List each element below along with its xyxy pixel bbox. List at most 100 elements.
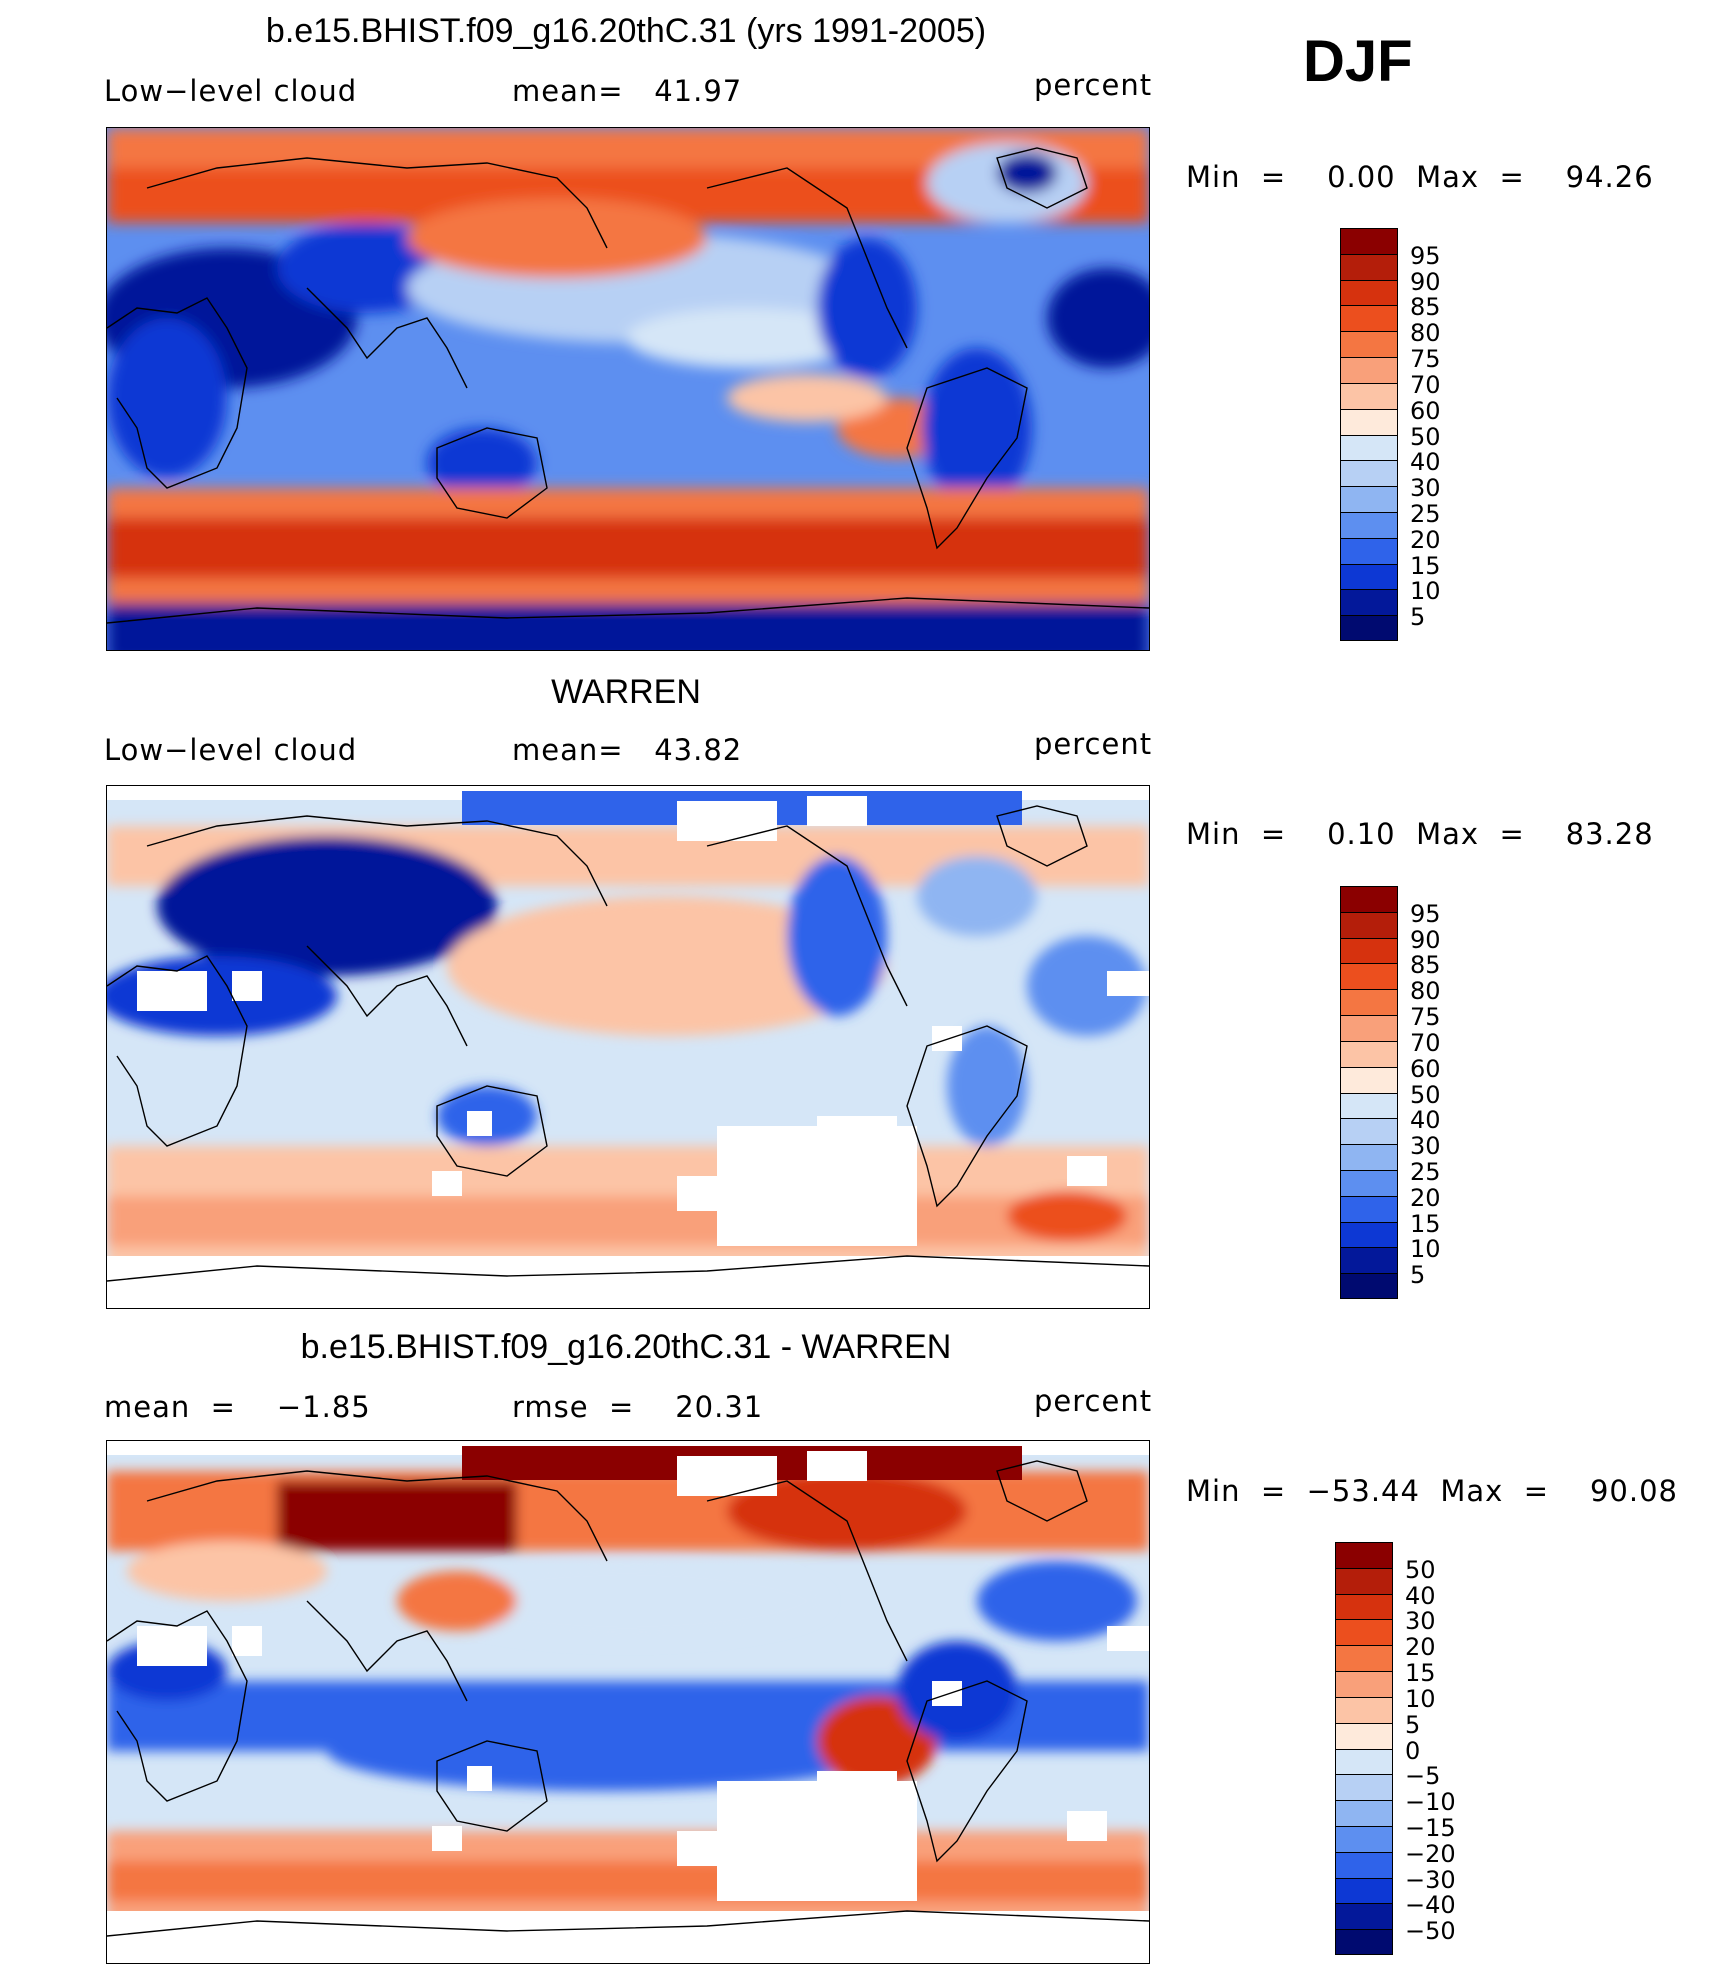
colorbar-tick-label: 40 bbox=[1410, 1106, 1441, 1135]
colorbar-tick-label: −20 bbox=[1405, 1839, 1456, 1868]
colorbar-tick-label: 10 bbox=[1410, 577, 1441, 606]
colorbar-swatch bbox=[1335, 1567, 1393, 1594]
panel-3-map bbox=[106, 1440, 1150, 1964]
panel-1-colorbar: 95 90 85 80 75 70 60 50 40 30 25 20 15 10 5 bbox=[1340, 228, 1460, 641]
colorbar-swatch bbox=[1340, 1247, 1398, 1274]
colorbar-tick-label: 75 bbox=[1410, 1003, 1441, 1032]
colorbar-tick-label: −15 bbox=[1405, 1813, 1456, 1842]
colorbar-swatch bbox=[1340, 357, 1398, 383]
colorbar-swatch bbox=[1340, 1040, 1398, 1067]
panel-3-coastlines bbox=[107, 1460, 1149, 1937]
colorbar-swatch bbox=[1335, 1929, 1393, 1955]
colorbar-swatch bbox=[1335, 1774, 1393, 1801]
colorbar-swatch bbox=[1340, 434, 1398, 461]
colorbar-swatch bbox=[1340, 963, 1398, 990]
colorbar-swatch bbox=[1340, 911, 1398, 938]
colorbar-tick-label: 15 bbox=[1410, 551, 1441, 580]
colorbar-tick-label: 40 bbox=[1405, 1581, 1436, 1610]
colorbar-swatch bbox=[1340, 1066, 1398, 1093]
colorbar-swatch bbox=[1340, 305, 1398, 332]
colorbar-swatch bbox=[1340, 486, 1398, 512]
colorbar-tick-label: 50 bbox=[1405, 1555, 1436, 1584]
panel-3-field bbox=[107, 1441, 1149, 1963]
colorbar-tick-label: 10 bbox=[1410, 1235, 1441, 1264]
colorbar-tick-label: 60 bbox=[1410, 396, 1441, 425]
colorbar-swatch bbox=[1340, 460, 1398, 487]
colorbar-tick-label: 20 bbox=[1405, 1633, 1436, 1662]
colorbar-swatch bbox=[1340, 1118, 1398, 1145]
colorbar-tick-label: 20 bbox=[1410, 1183, 1441, 1212]
colorbar-tick-label: 10 bbox=[1405, 1684, 1436, 1713]
colorbar-frame bbox=[1340, 228, 1398, 641]
colorbar-swatch bbox=[1335, 1748, 1393, 1775]
colorbar-tick-label: 20 bbox=[1410, 525, 1441, 554]
colorbar-tick-label: 70 bbox=[1410, 1028, 1441, 1057]
colorbar-swatch bbox=[1340, 989, 1398, 1016]
colorbar-tick-label: 80 bbox=[1410, 977, 1441, 1006]
colorbar-tick-label: −30 bbox=[1405, 1865, 1456, 1894]
panel-2-units-label: percent bbox=[1034, 727, 1153, 761]
colorbar-tick-label: 95 bbox=[1410, 899, 1441, 928]
colorbar-tick-label: 40 bbox=[1410, 448, 1441, 477]
colorbar-swatch bbox=[1340, 1273, 1398, 1299]
colorbar-swatch bbox=[1340, 382, 1398, 409]
colorbar-tick-label: 25 bbox=[1410, 1157, 1441, 1186]
colorbar-swatch bbox=[1340, 1092, 1398, 1119]
colorbar-tick-label: 90 bbox=[1410, 925, 1441, 954]
colorbar-swatch bbox=[1335, 1619, 1393, 1646]
colorbar-tick-label: 75 bbox=[1410, 345, 1441, 374]
colorbar-swatch bbox=[1335, 1903, 1393, 1930]
colorbar-tick-label: 15 bbox=[1405, 1659, 1436, 1688]
panel-2-minmax: Min = 0.10 Max = 83.28 bbox=[1186, 817, 1654, 851]
colorbar-swatch bbox=[1335, 1825, 1393, 1852]
colorbar-tick-label: 60 bbox=[1410, 1054, 1441, 1083]
panel-2-title: WARREN bbox=[551, 673, 701, 711]
panel-1-title: b.e15.BHIST.f09_g16.20thC.31 (yrs 1991-2… bbox=[265, 12, 987, 50]
colorbar-swatch bbox=[1335, 1645, 1393, 1672]
colorbar-swatch bbox=[1335, 1800, 1393, 1826]
colorbar-swatch bbox=[1340, 615, 1398, 641]
colorbar-tick-label: −50 bbox=[1405, 1917, 1456, 1946]
colorbar-swatch bbox=[1340, 1015, 1398, 1041]
colorbar-swatch bbox=[1340, 937, 1398, 964]
panel-2-colorbar: 95 90 85 80 75 70 60 50 40 30 25 20 15 10 5 bbox=[1340, 886, 1460, 1299]
colorbar-swatch bbox=[1340, 1144, 1398, 1170]
colorbar-tick-label: 50 bbox=[1410, 422, 1441, 451]
colorbar-frame bbox=[1335, 1542, 1393, 1955]
colorbar-swatch bbox=[1340, 1195, 1398, 1222]
colorbar-swatch bbox=[1340, 1221, 1398, 1248]
panel-3-rmse-label: rmse = 20.31 bbox=[512, 1390, 764, 1424]
colorbar-tick-label: 85 bbox=[1410, 951, 1441, 980]
panel-2-coastlines bbox=[107, 805, 1149, 1282]
panel-3-colorbar: 50 40 30 20 15 10 5 0 −5 −10 −15 −20 −30 −40 −50 bbox=[1335, 1542, 1465, 1955]
colorbar-tick-label: 5 bbox=[1410, 1261, 1426, 1290]
colorbar-tick-label: 30 bbox=[1410, 1132, 1441, 1161]
colorbar-tick-label: 85 bbox=[1410, 293, 1441, 322]
colorbar-tick-label: 80 bbox=[1410, 319, 1441, 348]
season-label: DJF bbox=[1303, 29, 1413, 94]
colorbar-swatch bbox=[1340, 1169, 1398, 1196]
colorbar-tick-label: −5 bbox=[1405, 1762, 1441, 1791]
colorbar-tick-label: 0 bbox=[1405, 1736, 1421, 1765]
panel-2-variable-label: Low−level cloud bbox=[104, 733, 358, 767]
colorbar-tick-label: 5 bbox=[1405, 1710, 1421, 1739]
panel-1-minmax: Min = 0.00 Max = 94.26 bbox=[1186, 160, 1654, 194]
panel-3-units-label: percent bbox=[1034, 1384, 1153, 1418]
colorbar-swatch bbox=[1340, 408, 1398, 435]
panel-2-map bbox=[106, 785, 1150, 1309]
colorbar-swatch bbox=[1335, 1851, 1393, 1878]
panel-1-field bbox=[107, 128, 1149, 650]
colorbar-tick-label: 25 bbox=[1410, 499, 1441, 528]
colorbar-tick-label: 15 bbox=[1410, 1209, 1441, 1238]
panel-3-minmax: Min = −53.44 Max = 90.08 bbox=[1186, 1474, 1678, 1508]
colorbar-frame bbox=[1340, 886, 1398, 1299]
colorbar-swatch bbox=[1340, 279, 1398, 306]
colorbar-swatch bbox=[1335, 1696, 1393, 1723]
colorbar-tick-label: −10 bbox=[1405, 1788, 1456, 1817]
colorbar-tick-label: 30 bbox=[1410, 474, 1441, 503]
colorbar-tick-label: 50 bbox=[1410, 1080, 1441, 1109]
colorbar-swatch bbox=[1340, 886, 1398, 912]
panel-1-coastlines bbox=[107, 147, 1149, 624]
colorbar-swatch bbox=[1340, 511, 1398, 538]
colorbar-tick-label: 30 bbox=[1405, 1607, 1436, 1636]
